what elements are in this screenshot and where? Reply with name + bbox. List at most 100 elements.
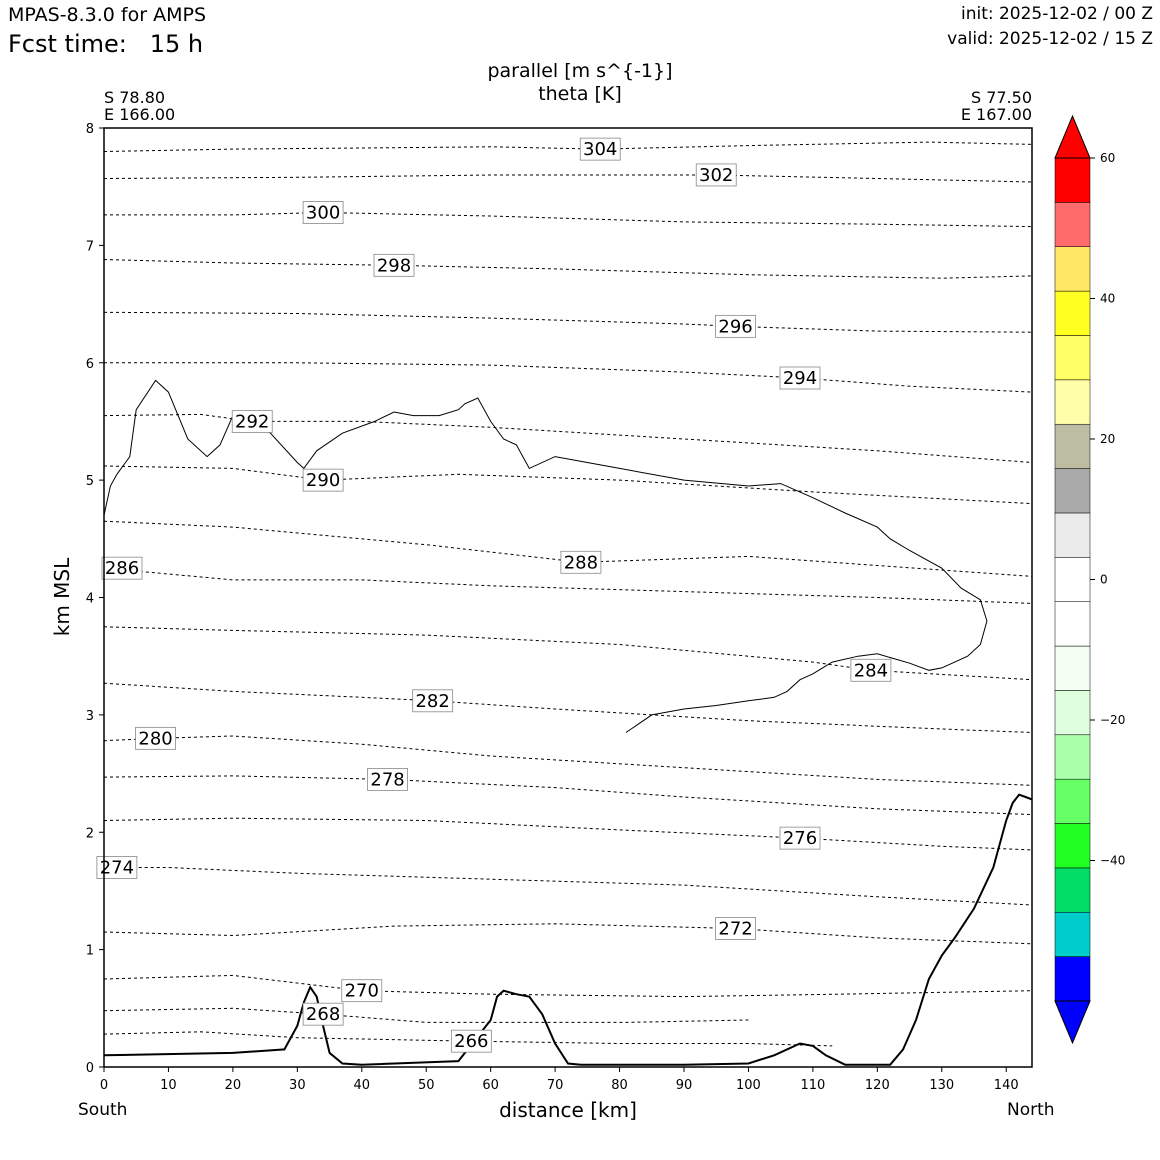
x-tick-label: 80 bbox=[611, 1078, 628, 1093]
theta-contour-280 bbox=[104, 736, 1032, 785]
axes: 0 10 20 30 40 50 60 70 80 90 100 110 120 130 140 0 1 2 3 4 5… bbox=[86, 122, 1032, 1093]
svg-text:268: 268 bbox=[306, 1004, 340, 1025]
colorbar-bin bbox=[1055, 602, 1090, 646]
svg-text:272: 272 bbox=[718, 918, 752, 939]
svg-text:298: 298 bbox=[377, 255, 411, 276]
contour-label: 300 bbox=[303, 202, 343, 224]
svg-text:280: 280 bbox=[138, 728, 172, 749]
contour-label: 274 bbox=[97, 856, 137, 878]
svg-text:288: 288 bbox=[564, 552, 598, 573]
contour-label: 304 bbox=[580, 138, 620, 160]
colorbar-bin bbox=[1055, 868, 1090, 912]
colorbar-bin bbox=[1055, 557, 1090, 601]
colorbar-bin bbox=[1055, 690, 1090, 734]
theta-contour-302 bbox=[104, 175, 1032, 182]
svg-text:302: 302 bbox=[699, 165, 733, 186]
x-tick-label: 120 bbox=[865, 1078, 890, 1093]
contour-label: 266 bbox=[451, 1030, 491, 1052]
colorbar-tick-label: 40 bbox=[1100, 292, 1115, 306]
theta-contour-300 bbox=[104, 213, 1032, 227]
theta-contour-274 bbox=[104, 862, 1032, 905]
contour-label: 278 bbox=[368, 768, 408, 790]
svg-text:290: 290 bbox=[306, 470, 340, 491]
y-tick-label: 6 bbox=[86, 357, 94, 372]
x-tick-label: 40 bbox=[354, 1078, 371, 1093]
y-tick-label: 1 bbox=[86, 944, 94, 959]
x-tick-label: 100 bbox=[736, 1078, 761, 1093]
contour-label: 292 bbox=[232, 410, 272, 432]
theta-contour-282 bbox=[104, 683, 1032, 732]
x-tick-label: 90 bbox=[676, 1078, 693, 1093]
colorbar-bin bbox=[1055, 735, 1090, 779]
theta-contour-270 bbox=[104, 975, 1032, 996]
x-tick-label: 60 bbox=[482, 1078, 499, 1093]
y-tick-label: 3 bbox=[86, 709, 94, 724]
contour-label: 276 bbox=[780, 827, 820, 849]
y-tick-label: 8 bbox=[86, 122, 94, 137]
theta-contour-276 bbox=[104, 818, 1032, 850]
y-tick-label: 5 bbox=[86, 474, 94, 489]
theta-contour-304 bbox=[104, 142, 1032, 151]
contour-label: 294 bbox=[780, 367, 820, 389]
theta-contour-290 bbox=[104, 466, 1032, 504]
terrain bbox=[104, 795, 1032, 1065]
theta-contour-284 bbox=[104, 627, 1032, 680]
svg-text:296: 296 bbox=[718, 316, 752, 337]
x-tick-label: 10 bbox=[160, 1078, 177, 1093]
colorbar-bin bbox=[1055, 779, 1090, 823]
y-tick-label: 0 bbox=[86, 1061, 94, 1076]
contour-label: 302 bbox=[696, 164, 736, 186]
svg-text:278: 278 bbox=[370, 769, 404, 790]
colorbar-bin bbox=[1055, 912, 1090, 956]
svg-text:282: 282 bbox=[415, 691, 449, 712]
theta-contour-268 bbox=[104, 1008, 748, 1022]
contour-label: 290 bbox=[303, 469, 343, 491]
colorbar-bin bbox=[1055, 646, 1090, 690]
contour-label: 268 bbox=[303, 1003, 343, 1025]
svg-text:294: 294 bbox=[783, 368, 817, 389]
colorbar-bin bbox=[1055, 957, 1090, 1001]
colorbar-tick-label: 60 bbox=[1100, 151, 1115, 165]
x-tick-label: 30 bbox=[289, 1078, 306, 1093]
colorbar-bin bbox=[1055, 513, 1090, 557]
contour-label: 284 bbox=[851, 659, 891, 681]
colorbar-tick-label: −20 bbox=[1100, 713, 1125, 727]
contour-label: 280 bbox=[136, 727, 176, 749]
contour-label: 298 bbox=[374, 254, 414, 276]
colorbar-bin bbox=[1055, 824, 1090, 868]
theta-contour-278 bbox=[104, 776, 1032, 815]
contour-label: 272 bbox=[716, 917, 756, 939]
theta-contour-298 bbox=[104, 260, 1032, 279]
colorbar-bin bbox=[1055, 469, 1090, 513]
svg-text:274: 274 bbox=[100, 857, 134, 878]
svg-text:270: 270 bbox=[345, 981, 379, 1002]
x-tick-label: 70 bbox=[547, 1078, 564, 1093]
svg-text:276: 276 bbox=[783, 828, 817, 849]
x-tick-label: 0 bbox=[100, 1078, 108, 1093]
colorbar-bin bbox=[1055, 291, 1090, 335]
colorbar-tick-label: −40 bbox=[1100, 854, 1125, 868]
contour-label: 286 bbox=[102, 557, 142, 579]
colorbar: 6040200−20−40 bbox=[1055, 116, 1125, 1043]
x-tick-label: 50 bbox=[418, 1078, 435, 1093]
x-tick-label: 140 bbox=[994, 1078, 1019, 1093]
y-tick-label: 2 bbox=[86, 826, 94, 841]
x-tick-label: 20 bbox=[225, 1078, 242, 1093]
contour-label: 288 bbox=[561, 551, 601, 573]
svg-text:300: 300 bbox=[306, 203, 340, 224]
colorbar-tick-label: 20 bbox=[1100, 432, 1115, 446]
terrain-line bbox=[104, 795, 1032, 1065]
svg-text:304: 304 bbox=[583, 139, 617, 160]
colorbar-bin bbox=[1055, 202, 1090, 246]
colorbar-bin bbox=[1055, 380, 1090, 424]
theta-contours bbox=[104, 142, 1032, 1046]
theta-contour-272 bbox=[104, 924, 1032, 944]
svg-text:266: 266 bbox=[454, 1031, 488, 1052]
svg-text:284: 284 bbox=[854, 660, 888, 681]
colorbar-bin bbox=[1055, 335, 1090, 379]
colorbar-bin bbox=[1055, 158, 1090, 202]
x-tick-label: 110 bbox=[800, 1078, 825, 1093]
colorbar-bin bbox=[1055, 424, 1090, 468]
contour-label: 282 bbox=[413, 690, 453, 712]
